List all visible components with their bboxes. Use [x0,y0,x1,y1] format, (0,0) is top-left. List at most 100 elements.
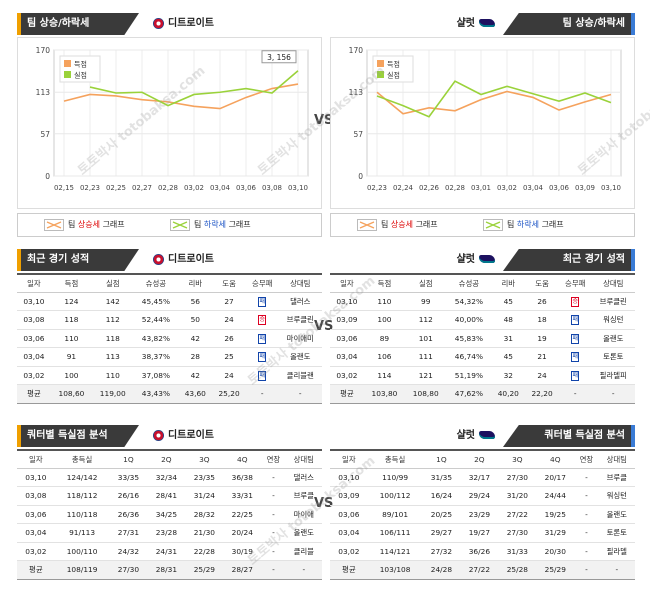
table-cell: 03,09 [330,486,368,506]
table-cell: 40,20 [491,384,526,404]
x-tick-label: 03,06 [549,184,570,192]
table-cell: 32/17 [460,468,499,487]
table-cell: 03,04 [330,523,368,543]
column-header: 3Q [185,449,224,469]
table-cell: - [261,542,286,561]
recent-title: 최근 경기 성적 [17,249,139,271]
table-cell: 118 [92,329,134,348]
table-cell: 브루클 [598,468,635,487]
column-header: 연장 [261,449,286,469]
table-cell: 45 [491,347,526,367]
pistons-logo-icon [153,17,164,29]
table-cell: 평균 [17,384,51,404]
table-cell: 03,04 [330,347,364,367]
fall-label: 하락세 [203,220,227,229]
rise-label: 상승세 [390,220,414,229]
x-tick-label: 03,10 [601,184,621,192]
x-tick-label: 02,25 [106,184,126,192]
rise-prefix: 팀 [68,220,76,229]
vs-label-2: VS [314,319,334,334]
table-cell: 24/28 [422,560,461,580]
x-tick-label: 03,02 [184,184,204,192]
x-tick-label: 02,26 [419,184,440,192]
table-cell: - [261,468,286,487]
table-cell: 119,00 [92,384,134,404]
loss-badge: 패 [571,315,580,326]
table-cell: 45,83% [446,329,492,348]
table-header-row: 일자 총득실 1Q 2Q 3Q 4Q 연장 상대팀 [17,449,322,469]
table-cell: 클리블 [285,542,322,561]
loss-badge: 패 [258,370,267,381]
table-cell: 03,10 [330,468,368,487]
loss-badge: 패 [571,370,580,381]
table-cell: 25 [212,347,246,367]
team-label: 디트로이트 [168,254,214,265]
table-cell: 114/121 [367,542,423,561]
column-header: 총득실 [367,449,423,469]
rise-legend: 팀 상승세 그래프 [357,214,438,236]
x-tick-label: 03,08 [262,184,282,192]
table-cell: 패 [558,329,592,348]
left-team-name: 디트로이트 [153,425,214,447]
table-cell: 45 [491,292,526,311]
rise-graph-icon [44,218,64,231]
table-cell: 38,37% [133,347,179,367]
header-accent [17,13,21,35]
column-header: 3Q [498,449,537,469]
table-row: 03,09 100/112 16/24 29/24 31/20 24/44- 워싱턴 [330,486,635,506]
right-trend-header: 팀 상승/하락세 샬럿 [330,13,635,35]
table-cell: 33/35 [109,468,148,487]
fall-label: 하락세 [516,220,540,229]
table-cell: 108,60 [50,384,93,404]
table-row: 03,10 110 99 54,32% 45 26 승 브루클린 [330,292,635,311]
table-cell: 27 [212,292,246,311]
table-cell: 91/113 [54,523,110,543]
annotation-label: 3, 156 [267,53,291,62]
table-row: 03,02 100 110 37,08% 42 24 패 클리블랜 [17,366,322,385]
x-tick-label: 03,04 [523,184,544,192]
table-cell: 31/20 [498,486,537,506]
table-cell: - [558,384,592,404]
table-cell: 브루클린 [591,292,635,311]
column-header: 득점 [50,273,93,293]
x-tick-label: 03,09 [575,184,595,192]
win-badge: 승 [258,315,267,326]
right-team-name: 샬럿 [457,13,495,35]
hornets-logo-icon [479,431,495,439]
table-cell: 승 [558,292,592,311]
table-cell: 24 [525,366,559,385]
table-row: 03,04 91/113 27/31 23/28 21/30 20/24- 올랜도 [17,523,322,543]
table-cell: 110/118 [54,505,110,524]
column-header: 슈성공 [446,273,492,293]
x-tick-label: 03,04 [210,184,231,192]
left-team-name: 디트로이트 [153,249,214,271]
table-row: 03,04 106 111 46,74% 45 21 패 토론토 [330,347,635,367]
fall-prefix: 팀 [507,220,515,229]
header-accent [631,249,635,271]
table-cell: 22,20 [525,384,559,404]
legend-label: 실점 [387,71,400,80]
table-cell: 54,32% [446,292,492,311]
average-row: 평균 108/119 27/30 28/31 25/29 28/27- - [17,560,322,580]
table-cell: 18 [525,310,559,330]
legend-label: 득점 [74,61,87,69]
column-header: 실점 [405,273,447,293]
column-header: 일자 [17,449,55,469]
table-cell: 43,43% [133,384,179,404]
table-cell: 패 [558,347,592,367]
table-cell: 25/28 [498,560,537,580]
table-cell: - [591,384,635,404]
table-cell: 평균 [17,560,55,580]
table-cell: 100/112 [367,486,423,506]
table-cell: 91 [50,347,93,367]
y-tick-label: 113 [349,88,364,97]
table-header-row: 일자 득점 실점 슈성공 리바 도움 승무패 상대팀 [17,273,322,293]
table-cell: 03,06 [17,505,55,524]
table-cell: 56 [178,292,213,311]
column-header: 일자 [330,449,368,469]
table-cell: 32 [491,366,526,385]
table-cell: - [574,505,599,524]
table-cell: 28/41 [147,486,186,506]
y-tick-label: 57 [353,130,363,139]
table-cell: - [261,560,286,580]
